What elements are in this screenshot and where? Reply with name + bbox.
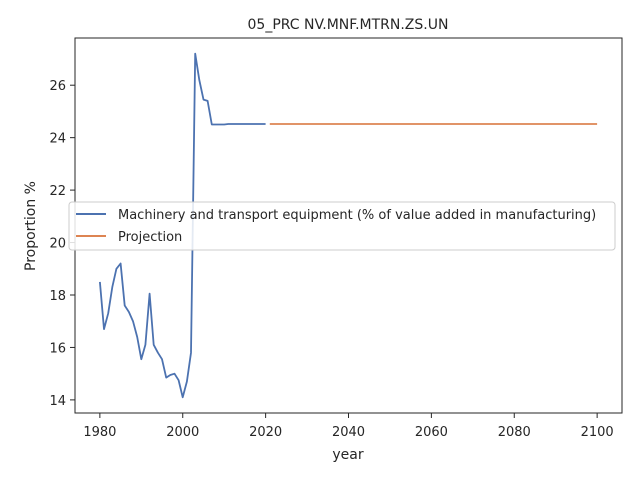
chart-title: 05_PRC NV.MNF.MTRN.ZS.UN — [248, 17, 449, 33]
x-tick-label-2100: 2100 — [581, 425, 614, 440]
y-tick-label-20: 20 — [49, 237, 66, 252]
x-tick-label-1980: 1980 — [83, 425, 116, 440]
legend: Machinery and transport equipment (% of … — [68, 201, 616, 251]
series-line-1 — [99, 52, 266, 399]
y-tick-label-26: 26 — [49, 79, 66, 94]
x-tick-label-2020: 2020 — [249, 425, 282, 440]
y-tick-label-18: 18 — [49, 289, 66, 304]
x-tick-label-2060: 2060 — [415, 425, 448, 440]
y-tick-label-22: 22 — [49, 184, 66, 199]
series-lines — [99, 52, 598, 399]
x-tick-label-2080: 2080 — [498, 425, 531, 440]
y-tick-label-24: 24 — [49, 132, 66, 147]
y-axis-label: Proportion % — [23, 181, 39, 271]
legend-label-series-1: Machinery and transport equipment (% of … — [118, 208, 596, 223]
x-axis: 1980 2000 2020 2040 2060 2080 2100 — [83, 413, 614, 440]
x-tick-label-2040: 2040 — [332, 425, 365, 440]
y-axis: 14 16 18 20 22 24 26 — [49, 79, 75, 409]
y-tick-label-14: 14 — [49, 394, 66, 409]
legend-label-series-2: Projection — [118, 230, 182, 245]
x-axis-label: year — [332, 447, 363, 463]
x-tick-label-2000: 2000 — [166, 425, 199, 440]
y-tick-label-16: 16 — [49, 341, 66, 356]
legend-box — [68, 201, 616, 251]
